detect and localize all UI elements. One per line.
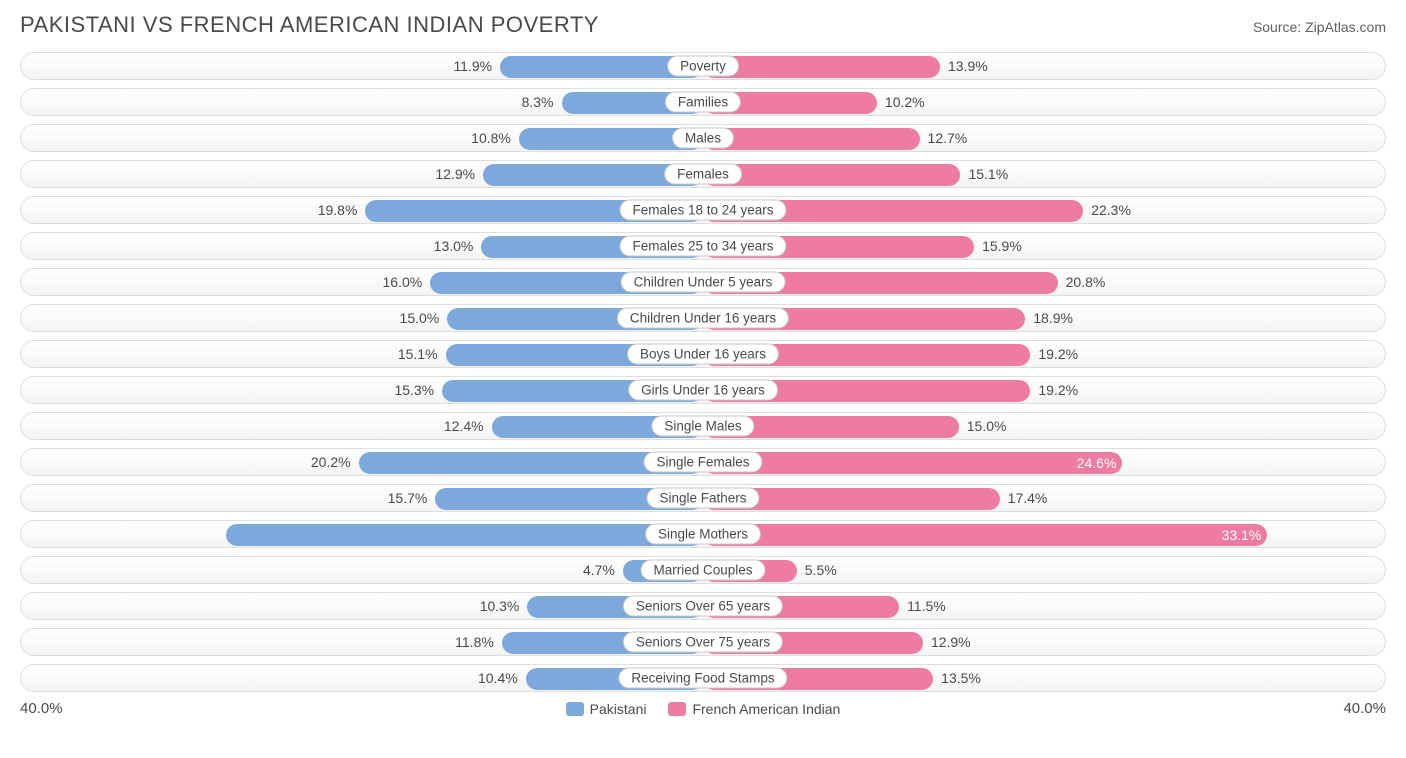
value-label-right: 15.0% [967,418,1007,434]
category-pill: Males [672,128,734,149]
category-pill: Girls Under 16 years [628,380,778,401]
value-label-left: 4.7% [583,562,615,578]
chart-row: 10.4% 13.5% Receiving Food Stamps [20,664,1386,692]
value-label-left: 13.0% [434,238,474,254]
value-label-right: 10.2% [885,94,925,110]
legend: Pakistani French American Indian [566,701,841,717]
value-label-right: 24.6% [1077,455,1117,471]
chart-row: 4.7% 5.5% Married Couples [20,556,1386,584]
category-pill: Poverty [667,56,739,77]
legend-item-left: Pakistani [566,701,647,717]
value-label-left: 10.8% [471,130,511,146]
value-label-right: 33.1% [1222,527,1262,543]
value-label-left: 19.8% [318,202,358,218]
legend-swatch-left [566,702,584,716]
chart-row: 13.0% 15.9% Females 25 to 34 years [20,232,1386,260]
chart-row: 15.0% 18.9% Children Under 16 years [20,304,1386,332]
category-pill: Seniors Over 75 years [623,632,783,653]
value-label-right: 12.9% [931,634,971,650]
bar-left: 28.0% [226,524,703,546]
chart-row: 15.3% 19.2% Girls Under 16 years [20,376,1386,404]
chart-row: 11.8% 12.9% Seniors Over 75 years [20,628,1386,656]
category-pill: Females 25 to 34 years [619,236,786,257]
value-label-right: 13.9% [948,58,988,74]
category-pill: Single Males [651,416,754,437]
value-label-left: 15.0% [400,310,440,326]
chart-row: 20.2% 24.6% Single Females [20,448,1386,476]
bar-right [703,128,920,150]
value-label-left: 10.3% [480,598,520,614]
value-label-right: 19.2% [1038,346,1078,362]
value-label-left: 8.3% [522,94,554,110]
value-label-left: 15.1% [398,346,438,362]
value-label-left: 15.7% [388,490,428,506]
chart-row: 12.4% 15.0% Single Males [20,412,1386,440]
value-label-left: 12.4% [444,418,484,434]
bar-right: 33.1% [703,524,1267,546]
value-label-right: 5.5% [805,562,837,578]
diverging-bar-chart: 11.9%13.9%Poverty8.3%10.2%Families10.8%1… [20,52,1386,692]
category-pill: Children Under 16 years [617,308,789,329]
value-label-left: 10.4% [478,670,518,686]
bar-right: 24.6% [703,452,1122,474]
chart-row: 15.7% 17.4% Single Fathers [20,484,1386,512]
chart-row: 10.8% 12.7% Males [20,124,1386,152]
category-pill: Single Mothers [645,524,761,545]
value-label-right: 12.7% [928,130,968,146]
legend-label-left: Pakistani [590,701,647,717]
legend-swatch-right [668,702,686,716]
value-label-left: 11.8% [455,634,494,650]
category-pill: Females 18 to 24 years [619,200,786,221]
value-label-right: 19.2% [1038,382,1078,398]
page-title: PAKISTANI VS FRENCH AMERICAN INDIAN POVE… [20,12,599,38]
category-pill: Families [665,92,741,113]
value-label-left: 12.9% [435,166,475,182]
chart-row: 8.3% 10.2% Families [20,88,1386,116]
chart-row: 12.9% 15.1% Females [20,160,1386,188]
value-label-left: 16.0% [383,274,423,290]
category-pill: Females [664,164,742,185]
value-label-right: 20.8% [1066,274,1106,290]
value-label-right: 15.9% [982,238,1022,254]
chart-row: 15.1% 19.2% Boys Under 16 years [20,340,1386,368]
value-label-right: 13.5% [941,670,981,686]
category-pill: Receiving Food Stamps [618,668,787,689]
legend-item-right: French American Indian [668,701,840,717]
value-label-right: 15.1% [968,166,1008,182]
chart-row: 11.9% 13.9% Poverty [20,52,1386,80]
value-label-left: 20.2% [311,454,351,470]
chart-row: 10.3% 11.5% Seniors Over 65 years [20,592,1386,620]
category-pill: Seniors Over 65 years [623,596,783,617]
value-label-left: 11.9% [453,58,492,74]
chart-footer: 40.0% Pakistani French American Indian 4… [20,700,1386,717]
axis-right-max: 40.0% [1343,700,1386,717]
category-pill: Single Females [643,452,762,473]
value-label-left: 15.3% [394,382,434,398]
chart-row: 16.0% 20.8% Children Under 5 years [20,268,1386,296]
value-label-right: 17.4% [1008,490,1048,506]
source-label: Source: ZipAtlas.com [1253,19,1386,35]
category-pill: Single Fathers [646,488,759,509]
value-label-right: 11.5% [907,598,946,614]
value-label-right: 18.9% [1033,310,1073,326]
category-pill: Boys Under 16 years [627,344,779,365]
header: PAKISTANI VS FRENCH AMERICAN INDIAN POVE… [20,12,1386,38]
legend-label-right: French American Indian [692,701,840,717]
chart-row: 19.8% 22.3% Females 18 to 24 years [20,196,1386,224]
category-pill: Married Couples [640,560,765,581]
axis-left-max: 40.0% [20,700,63,717]
chart-row: 28.0% 33.1% Single Mothers [20,520,1386,548]
category-pill: Children Under 5 years [621,272,786,293]
value-label-right: 22.3% [1091,202,1131,218]
